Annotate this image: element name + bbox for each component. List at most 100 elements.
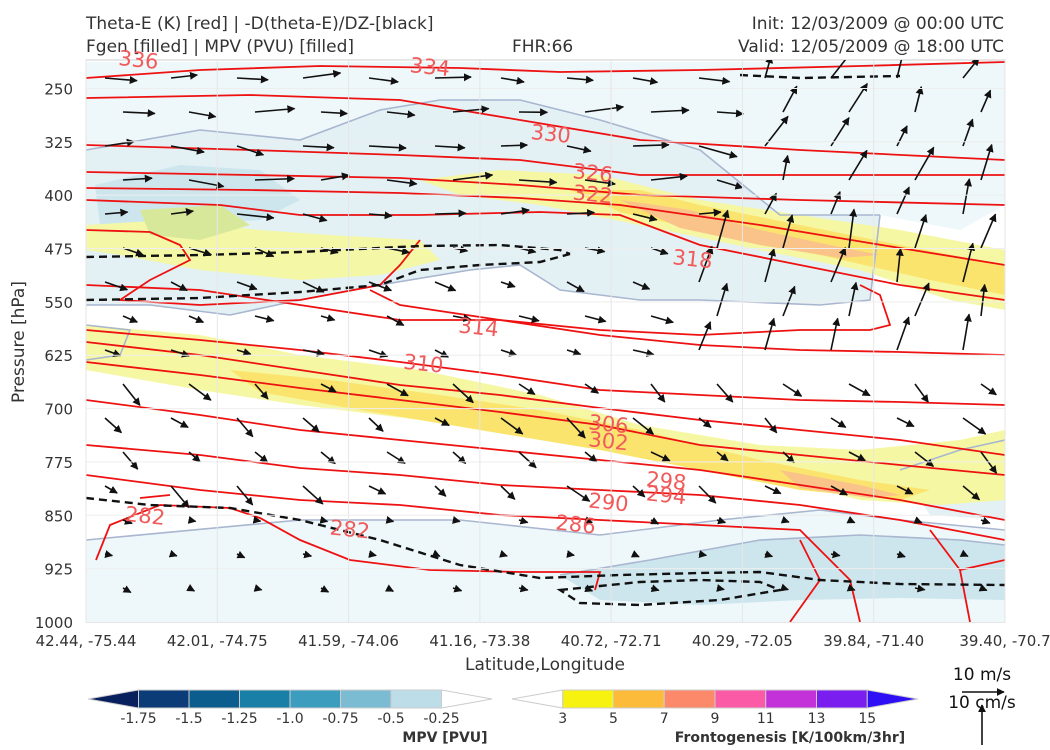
wind-arrow	[848, 208, 858, 249]
wind-arrow	[236, 348, 252, 356]
wind-arrow	[386, 110, 416, 119]
wind-arrow	[584, 179, 616, 188]
wind-arrow	[500, 280, 516, 289]
wind-arrow	[254, 105, 296, 114]
wind-arrow	[518, 584, 529, 593]
wind-arrow	[302, 417, 320, 433]
title-line-1: Theta-E (K) [red] | -D(theta-E)/DZ-[blac…	[86, 14, 434, 34]
wind-arrow	[434, 143, 466, 152]
wind-arrow	[782, 214, 795, 249]
x-tick-label: 42.44, -75.44	[36, 632, 137, 650]
wind-arrow	[914, 383, 929, 403]
wind-arrow	[764, 317, 776, 351]
wind-arrow	[170, 145, 205, 155]
wind-arrow	[302, 550, 313, 559]
colorbar-swatch	[340, 689, 392, 709]
wind-arrow	[302, 348, 325, 357]
wind-arrow	[122, 247, 144, 257]
colorbar-swatch	[816, 689, 868, 709]
wind-arrow	[846, 583, 856, 592]
wind-arrow	[650, 451, 671, 462]
y-tick-label: 775	[44, 454, 73, 472]
wind-arrow	[896, 417, 915, 428]
colorbar-tick-label: 13	[808, 711, 826, 727]
wind-arrow	[236, 417, 254, 438]
wind-arrow	[500, 76, 525, 85]
wind-arrow	[584, 315, 607, 324]
wind-arrow	[962, 313, 972, 351]
contour-label: 318	[671, 245, 713, 273]
wind-arrow	[236, 485, 254, 506]
wind-arrow	[978, 583, 988, 592]
wind-arrow	[764, 115, 789, 147]
colorbar-swatch	[765, 689, 817, 709]
wind-arrow	[698, 76, 731, 85]
wind-arrow	[319, 515, 329, 524]
title-line-2: Fgen [filled] | MPV (PVU) [filled]	[86, 37, 355, 57]
colorbar-swatch	[87, 689, 139, 709]
wind-arrow	[895, 247, 904, 283]
wind-arrow	[254, 174, 295, 183]
wind-arrow	[320, 172, 350, 181]
wind-arrow	[566, 145, 592, 154]
wind-arrow	[896, 125, 908, 147]
wind-arrow	[698, 550, 708, 558]
wind-arrow	[962, 60, 980, 79]
y-tick-label: 700	[44, 401, 73, 419]
wind-arrow	[632, 141, 670, 150]
theta-e-contour-lines	[86, 61, 1005, 622]
contour-label: 302	[587, 427, 629, 455]
wind-arrow	[962, 178, 972, 215]
wind-arrow	[122, 383, 141, 407]
wind-arrow	[896, 316, 911, 351]
colorbar-tick-label: 7	[660, 711, 669, 727]
wind-arrow	[630, 550, 640, 558]
wind-arrow	[452, 314, 472, 322]
wind-arrow	[122, 174, 153, 183]
wind-arrow	[368, 211, 393, 220]
wind-arrow	[452, 383, 474, 404]
contour-label: 330	[530, 120, 572, 148]
y-tick-label: 625	[44, 347, 73, 365]
wind-arrow	[104, 485, 118, 494]
wind-arrow	[431, 549, 441, 557]
wind-arrow	[368, 281, 393, 292]
x-tick-label: 41.59, -74.06	[298, 632, 399, 650]
wind-arrow	[236, 213, 275, 222]
x-tick-label: 42.01, -74.75	[167, 632, 268, 650]
wind-arrow	[452, 516, 461, 524]
wind-arrow	[584, 383, 600, 394]
wind-arrow	[650, 172, 688, 181]
wind-arrow	[170, 417, 189, 429]
contour-label: 306	[587, 410, 629, 438]
wind-arrow	[716, 516, 727, 525]
wind-arrow	[302, 485, 324, 505]
wind-arrow	[104, 349, 122, 357]
y-tick-label: 400	[44, 187, 73, 205]
mpv-colorbar: -1.75 -1.5 -1.25 -1.0 -0.75 -0.5 -0.25	[87, 689, 493, 727]
colorbar-tick-label: -1.75	[120, 711, 156, 727]
wind-arrow	[566, 417, 586, 439]
x-tick-label: 41.16, -73.38	[429, 632, 530, 650]
y-tick-label: 550	[44, 294, 73, 312]
y-tick-label: 850	[44, 507, 73, 525]
colorbar-tick-label: -0.5	[377, 711, 404, 727]
wind-arrow	[716, 209, 730, 249]
x-axis-label: Latitude,Longitude	[465, 655, 625, 675]
wind-arrow	[979, 283, 988, 317]
wind-arrow	[584, 451, 598, 463]
colorbar-swatch	[188, 689, 240, 709]
wind-arrow	[764, 417, 778, 434]
theta-e-contour-labels: 3343363303263223183143103063022982942902…	[117, 46, 713, 544]
wind-arrow	[518, 383, 536, 396]
wind-arrow	[632, 213, 658, 222]
wind-arrow	[962, 485, 981, 501]
wind-arrow	[368, 485, 387, 495]
wind-arrow	[566, 348, 582, 356]
wind-arrow	[980, 213, 997, 249]
wind-arrow	[252, 515, 262, 524]
vector-key: 10 m/s 10 cm/s	[948, 665, 1016, 745]
colorbar-swatch	[390, 689, 442, 709]
wind-arrow	[104, 550, 114, 558]
colorbar-swatch	[441, 689, 493, 709]
